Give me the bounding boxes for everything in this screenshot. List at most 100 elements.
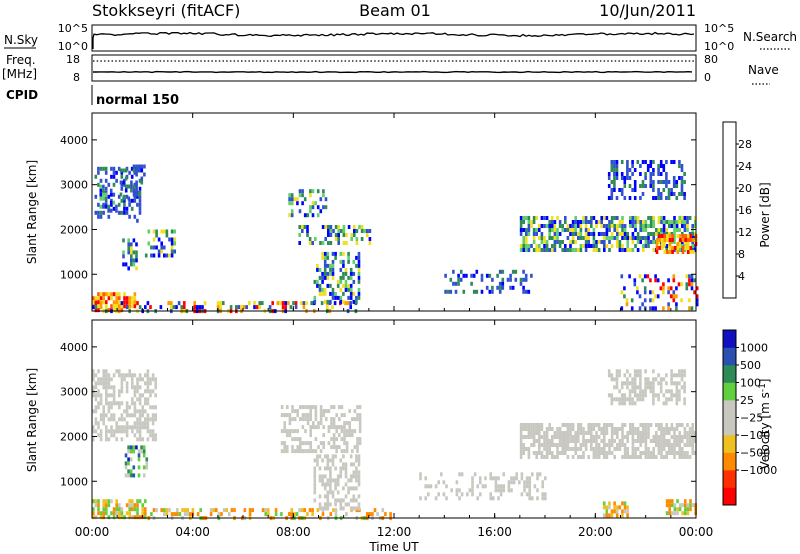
heatmap-cell bbox=[641, 393, 645, 398]
heatmap-cell bbox=[626, 172, 629, 176]
heatmap-cell bbox=[610, 168, 614, 172]
heatmap-cell bbox=[691, 232, 694, 236]
heatmap-cell bbox=[151, 417, 155, 422]
heatmap-cell bbox=[681, 503, 684, 508]
heatmap-cell bbox=[672, 160, 676, 164]
heatmap-cell bbox=[289, 305, 293, 310]
heatmap-cell bbox=[681, 224, 684, 228]
heatmap-cell bbox=[318, 275, 322, 280]
heatmap-cell bbox=[342, 486, 345, 491]
heatmap-cell bbox=[334, 233, 338, 237]
heatmap-cell bbox=[97, 425, 100, 430]
heatmap-cell bbox=[497, 488, 500, 493]
heatmap-cell bbox=[343, 425, 346, 430]
heatmap-cell bbox=[623, 236, 627, 240]
heatmap-cell bbox=[170, 301, 173, 306]
heatmap-cell bbox=[136, 409, 139, 414]
heatmap-cell bbox=[475, 269, 479, 274]
heatmap-cell bbox=[577, 427, 580, 431]
heatmap-cell bbox=[535, 439, 538, 443]
heatmap-cell bbox=[336, 283, 340, 288]
heatmap-cell bbox=[122, 180, 125, 185]
heatmap-cell bbox=[678, 397, 681, 402]
heatmap-cell bbox=[136, 425, 139, 430]
heatmap-cell bbox=[621, 216, 624, 220]
heatmap-cell bbox=[620, 306, 624, 311]
heatmap-cell bbox=[634, 427, 637, 431]
heatmap-cell bbox=[128, 507, 131, 512]
heatmap-cell bbox=[336, 295, 340, 300]
heatmap-cell bbox=[655, 238, 659, 242]
heatmap-cell bbox=[615, 160, 619, 164]
velocity-colorbar-tick-label: −100 bbox=[740, 429, 770, 442]
heatmap-cell bbox=[318, 494, 322, 499]
heatmap-cell bbox=[340, 413, 344, 418]
heatmap-cell bbox=[636, 447, 640, 451]
heatmap-cell bbox=[216, 305, 220, 310]
heatmap-cell bbox=[631, 385, 634, 390]
heatmap-cell bbox=[566, 427, 570, 431]
heatmap-cell bbox=[694, 431, 697, 435]
heatmap-cell bbox=[440, 472, 443, 477]
heatmap-cell bbox=[644, 172, 647, 176]
heatmap-cell bbox=[356, 441, 359, 446]
heatmap-cell bbox=[689, 234, 693, 238]
heatmap-cell bbox=[115, 503, 118, 508]
heatmap-cell bbox=[133, 409, 137, 414]
heatmap-cell bbox=[657, 216, 661, 220]
velocity-colorbar-label-superscript: -1 bbox=[758, 383, 768, 392]
heatmap-cell bbox=[670, 427, 674, 431]
heatmap-cell bbox=[326, 251, 330, 256]
heatmap-cell bbox=[159, 305, 163, 310]
heatmap-cell bbox=[561, 451, 564, 455]
heatmap-cell bbox=[652, 184, 655, 188]
heatmap-cell bbox=[540, 232, 544, 236]
heatmap-cell bbox=[133, 170, 137, 175]
heatmap-cell bbox=[146, 417, 150, 422]
heatmap-cell bbox=[693, 290, 696, 295]
heatmap-cell bbox=[672, 192, 676, 196]
heatmap-cell bbox=[652, 168, 655, 172]
heatmap-cell bbox=[318, 466, 322, 471]
heatmap-cell bbox=[595, 220, 598, 224]
heatmap-cell bbox=[660, 234, 664, 238]
heatmap-cell bbox=[603, 447, 606, 451]
heatmap-cell bbox=[97, 369, 100, 374]
heatmap-cell bbox=[321, 287, 324, 292]
heatmap-cell bbox=[137, 465, 141, 470]
heatmap-cell bbox=[530, 244, 533, 248]
heatmap-cell bbox=[689, 238, 693, 242]
heatmap-cell bbox=[569, 228, 572, 232]
heatmap-cell bbox=[107, 208, 110, 213]
heatmap-cell bbox=[626, 240, 629, 244]
heatmap-cell bbox=[360, 229, 364, 233]
heatmap-cell bbox=[574, 240, 577, 244]
heatmap-cell bbox=[642, 431, 645, 435]
heatmap-cell bbox=[105, 401, 108, 406]
heatmap-cell bbox=[543, 439, 546, 443]
heatmap-cell bbox=[681, 220, 684, 224]
heatmap-cell bbox=[317, 445, 320, 450]
heatmap-cell bbox=[343, 449, 346, 454]
heatmap-cell bbox=[358, 413, 362, 418]
heatmap-cell bbox=[605, 431, 609, 435]
heatmap-cell bbox=[130, 180, 133, 185]
heatmap-cell bbox=[357, 462, 361, 467]
heatmap-cell bbox=[605, 513, 609, 518]
heatmap-cell bbox=[308, 237, 312, 241]
heatmap-cell bbox=[681, 455, 684, 459]
heatmap-cell bbox=[553, 244, 557, 248]
heatmap-cell bbox=[556, 427, 559, 431]
heatmap-cell bbox=[339, 458, 343, 463]
heatmap-cell bbox=[229, 305, 233, 310]
heatmap-cell bbox=[532, 443, 536, 447]
heatmap-cell bbox=[144, 507, 147, 512]
heatmap-cell bbox=[306, 229, 309, 233]
heatmap-cell bbox=[497, 484, 500, 489]
heatmap-cell bbox=[530, 220, 533, 224]
heatmap-cell bbox=[343, 429, 346, 434]
heatmap-cell bbox=[336, 498, 340, 503]
heatmap-cell bbox=[177, 301, 181, 306]
heatmap-cell bbox=[123, 409, 126, 414]
heatmap-cell bbox=[331, 287, 335, 292]
